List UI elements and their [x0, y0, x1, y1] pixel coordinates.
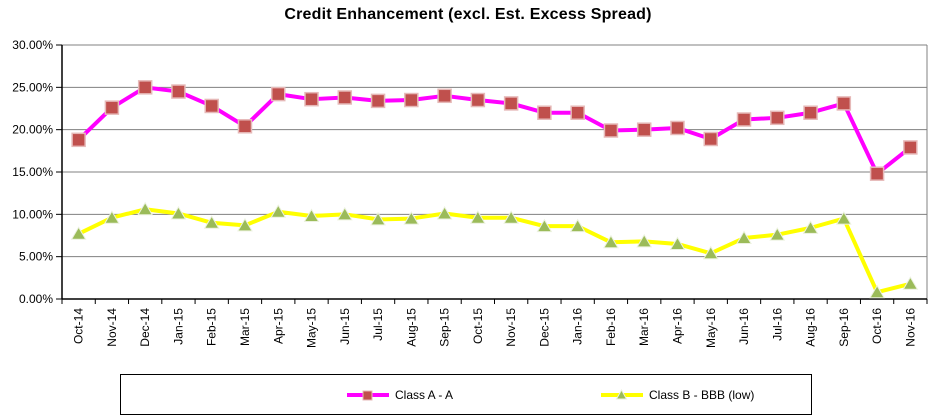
x-axis-label: Aug-16 — [804, 308, 818, 347]
data-point-marker — [636, 233, 653, 248]
x-axis-label: May-15 — [305, 308, 319, 348]
x-axis-label: Jul-15 — [371, 308, 385, 341]
data-point-marker — [536, 218, 553, 233]
data-point-marker — [470, 92, 486, 108]
legend-label-class-b: Class B - BBB (low) — [649, 387, 755, 402]
data-point-marker — [203, 215, 220, 229]
data-point-marker — [836, 96, 852, 111]
data-point-marker — [537, 105, 552, 120]
legend-marker-swatch — [615, 388, 628, 399]
x-axis-label: Oct-14 — [72, 308, 86, 344]
data-point-marker — [736, 230, 752, 245]
x-axis-label: Oct-16 — [870, 308, 884, 344]
data-point-marker — [71, 132, 86, 148]
x-axis-label: Jul-16 — [770, 308, 784, 341]
x-axis-label: Feb-16 — [604, 308, 618, 346]
x-axis-label: Jun-16 — [737, 308, 751, 345]
data-point-marker — [503, 210, 520, 224]
data-point-marker — [570, 105, 585, 120]
data-point-marker — [237, 119, 253, 134]
data-point-marker — [370, 211, 386, 226]
data-point-marker — [170, 205, 187, 220]
x-axis-label: Nov-16 — [903, 308, 917, 347]
data-point-marker — [204, 98, 219, 114]
data-point-marker — [669, 236, 686, 250]
data-point-marker — [337, 90, 353, 105]
data-point-marker — [902, 276, 919, 290]
x-axis-label: Oct-15 — [471, 308, 485, 344]
data-point-marker — [636, 122, 652, 137]
data-point-marker — [137, 201, 154, 216]
data-point-marker — [104, 100, 120, 115]
data-point-marker — [702, 245, 719, 260]
data-point-marker — [835, 211, 852, 225]
data-point-marker — [104, 210, 120, 224]
data-point-marker — [670, 120, 685, 136]
x-axis-label: Mar-15 — [238, 308, 252, 346]
data-point-marker — [404, 92, 419, 108]
x-axis-label: Feb-15 — [205, 308, 219, 346]
data-point-marker — [304, 91, 319, 107]
x-axis-label: May-16 — [704, 308, 718, 348]
legend: Class A - A Class B - BBB (low) — [120, 374, 812, 415]
data-point-marker — [436, 205, 453, 220]
chart-title: Credit Enhancement (excl. Est. Excess Sp… — [284, 6, 652, 23]
legend-label-class-a: Class A - A — [395, 387, 454, 402]
legend-item-class-a: Class A - A — [345, 375, 453, 414]
data-point-marker — [70, 226, 87, 240]
data-point-marker — [569, 218, 586, 233]
x-axis-label: Apr-16 — [670, 308, 684, 344]
data-point-marker — [403, 211, 420, 225]
data-point-marker — [370, 93, 386, 109]
y-axis-label: 30.00% — [12, 38, 53, 52]
class-b-series-swatch — [601, 388, 643, 399]
series-line-square — [77, 85, 912, 176]
x-axis-label: Nov-14 — [105, 308, 119, 347]
data-point-marker — [437, 88, 452, 104]
data-point-marker — [237, 217, 253, 232]
data-point-marker — [703, 131, 718, 147]
legend-item-class-b: Class B - BBB (low) — [599, 375, 754, 414]
x-axis-label: Jan-15 — [171, 308, 185, 345]
data-point-marker — [603, 234, 619, 249]
x-axis-label: Aug-15 — [404, 308, 418, 347]
x-axis-label: Nov-15 — [504, 308, 518, 347]
x-axis-label: Dec-15 — [537, 308, 551, 347]
data-point-marker — [303, 208, 320, 223]
data-point-marker — [903, 140, 918, 155]
plot-area: 30.00% 25.00% 20.00% 15.00% 10.00% 5.00% 0.00%… — [12, 38, 928, 348]
class-a-series-swatch — [347, 390, 389, 400]
data-point-marker — [469, 210, 486, 224]
x-axis-label: Jan-16 — [571, 308, 585, 345]
x-axis-label: Dec-14 — [138, 308, 152, 347]
data-point-marker — [603, 123, 619, 138]
legend-marker-swatch — [362, 390, 373, 400]
y-axis-label: 25.00% — [12, 80, 53, 94]
data-point-marker — [736, 112, 752, 127]
x-axis-label: Jun-15 — [338, 308, 352, 345]
data-point-marker — [869, 166, 885, 181]
data-point-marker — [802, 220, 819, 234]
data-point-marker — [770, 110, 785, 126]
y-axis-label: 0.00% — [19, 292, 53, 306]
x-axis-label: Mar-16 — [637, 308, 651, 346]
y-axis-label: 10.00% — [12, 207, 53, 221]
data-point-marker — [137, 80, 153, 95]
data-point-marker — [869, 284, 885, 299]
data-point-marker — [270, 204, 287, 218]
x-axis-label: Apr-15 — [271, 308, 285, 344]
y-axis-label: 5.00% — [19, 250, 53, 264]
data-point-marker — [336, 206, 353, 221]
data-point-marker — [803, 105, 818, 120]
x-axis-label: Sep-16 — [837, 308, 851, 347]
series-line-triangle — [77, 207, 911, 295]
y-axis-label: 15.00% — [12, 165, 53, 179]
data-point-marker — [271, 86, 286, 102]
x-axis-label: Sep-15 — [438, 308, 452, 347]
data-point-marker — [503, 96, 519, 111]
data-point-marker — [171, 84, 186, 99]
data-point-marker — [769, 227, 786, 241]
y-axis-label: 20.00% — [12, 123, 53, 137]
